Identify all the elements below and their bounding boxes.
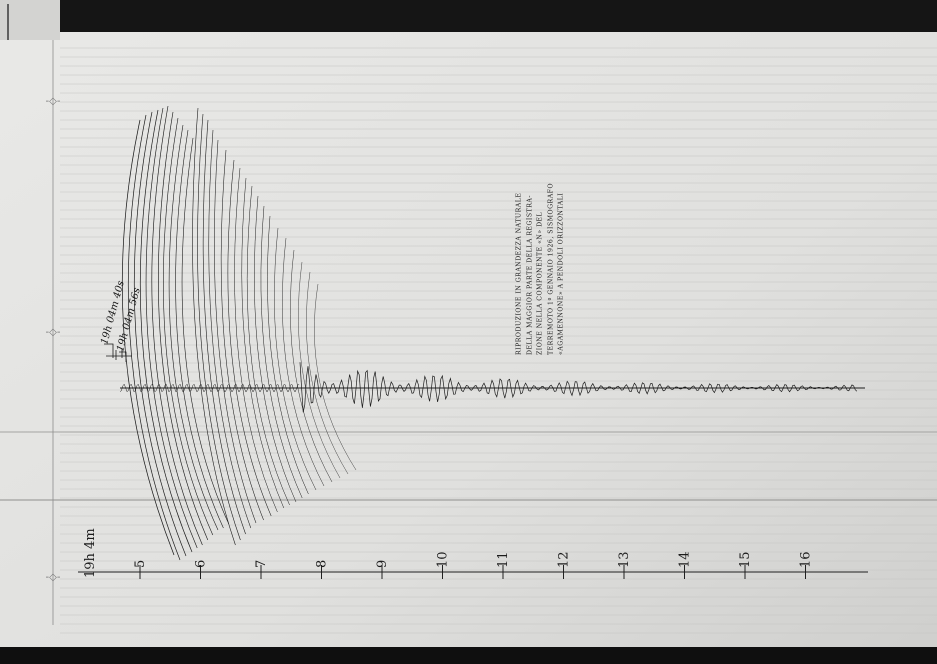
- seismic-trace: [197, 113, 241, 541]
- seismic-trace: [220, 149, 264, 521]
- margin-mark: -◇-: [46, 327, 61, 338]
- bottom-dark-band: [0, 647, 937, 664]
- caption-line: TERREMOTO 1º GENNAIO 1926, SISMOGRAFO: [547, 182, 555, 355]
- seismic-trace: [234, 167, 278, 513]
- margin-mark: -◇-: [46, 572, 61, 583]
- axis-tick-label: 13: [617, 551, 632, 568]
- seismic-trace: [175, 129, 224, 529]
- seismic-trace: [267, 215, 309, 495]
- margin-mark: -◇-: [46, 96, 61, 107]
- seismic-trace: [254, 195, 297, 503]
- seismic-trace: [168, 124, 219, 531]
- seismic-trace: [227, 159, 272, 517]
- axis-tick-label: 16: [799, 551, 814, 568]
- time-origin-label: 19h 4m: [83, 528, 98, 578]
- top-dark-band: [0, 0, 937, 32]
- axis-tick-label: 6: [194, 560, 209, 568]
- seismic-trace: [121, 119, 175, 556]
- seismic-trace: [282, 237, 325, 487]
- seismic-trace: [208, 129, 252, 529]
- axis-tick-label: 12: [557, 551, 572, 568]
- axis-tick-label: 5: [133, 560, 148, 568]
- caption-line: «AGAMENNONE» A PENDOLI ORIZZONTALI: [557, 192, 565, 355]
- onset-markers: [104, 343, 132, 362]
- time-axis: 5 6 7 8 9 10 11 12 13 14 15 16: [78, 551, 868, 579]
- seismic-trace: [192, 107, 236, 546]
- seismic-traces: [119, 105, 858, 561]
- caption-line: RIPRODUZIONE IN GRANDEZZA NATURALE: [515, 192, 523, 355]
- seismic-trace: [158, 111, 209, 541]
- top-left-edge: [0, 0, 60, 40]
- axis-tick-label: 14: [678, 551, 693, 568]
- seismic-trace: [202, 119, 246, 535]
- axis-tick-label: 8: [315, 560, 330, 568]
- seismic-trace: [133, 111, 187, 557]
- caption-block: RIPRODUZIONE IN GRANDEZZA NATURALE DELLA…: [515, 95, 568, 355]
- seismic-trace: [127, 114, 181, 561]
- axis-tick-label: 7: [254, 560, 269, 568]
- seismic-trace: [139, 109, 193, 553]
- seismic-trace: [260, 205, 303, 499]
- margin-column: -◇- -◇- -◇-: [46, 32, 61, 625]
- record-ruling: [0, 47, 937, 634]
- seismic-coda: [299, 362, 858, 413]
- seismic-trace: [214, 139, 257, 524]
- seismic-onset-trace: [119, 383, 300, 393]
- seismic-trace: [298, 261, 341, 479]
- caption-line: ZIONE NELLA COMPONENTE «N» DEL: [536, 211, 544, 355]
- caption-line: DELLA MAGGIOR PARTE DELLA REGISTRA-: [526, 195, 534, 355]
- svg-text:19h 4m: 19h 4m: [83, 528, 98, 578]
- seismic-trace: [151, 105, 203, 546]
- seismic-trace: [314, 283, 357, 471]
- seismic-trace: [274, 227, 317, 491]
- seismic-trace: [306, 271, 349, 475]
- axis-tick-label: 11: [496, 551, 511, 568]
- seismic-trace: [241, 177, 285, 509]
- seismic-trace: [246, 185, 290, 506]
- seismic-trace: [290, 249, 333, 483]
- axis-tick-label: 10: [436, 551, 451, 568]
- seismic-trace: [145, 107, 198, 549]
- axis-tick-label: 15: [738, 551, 753, 568]
- axis-tick-label: 9: [375, 560, 390, 568]
- seismic-trace: [181, 137, 230, 525]
- seismic-trace: [163, 117, 214, 536]
